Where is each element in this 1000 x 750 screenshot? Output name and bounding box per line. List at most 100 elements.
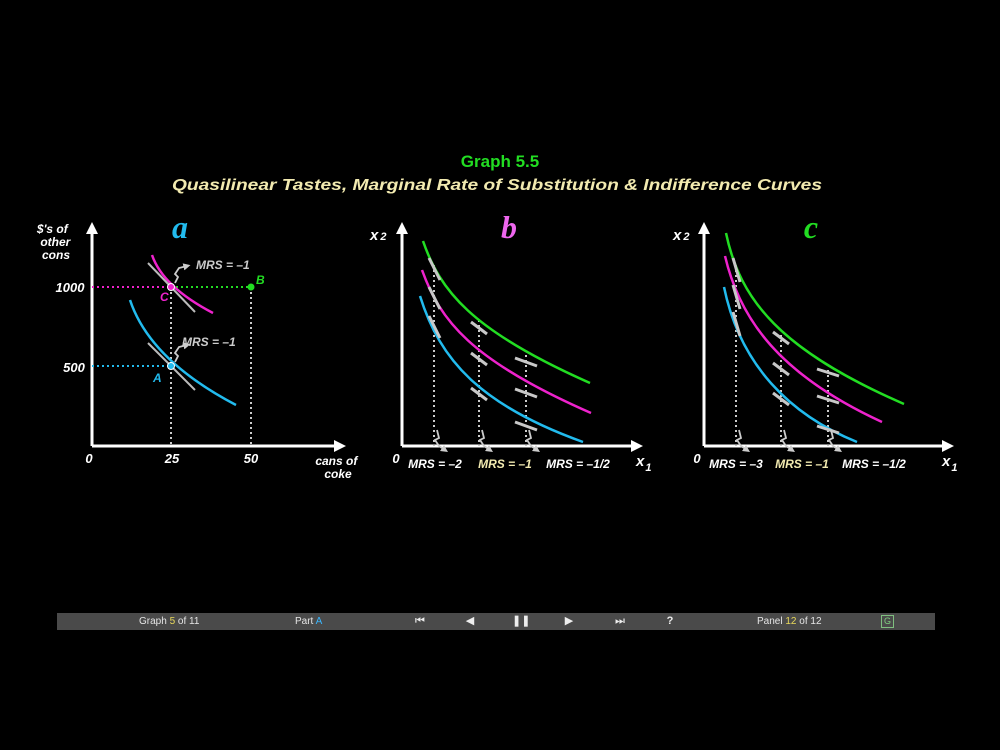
panel-b-tangent-1g xyxy=(427,257,442,281)
graph-subtitle: Quasilinear Tastes, Marginal Rate of Sub… xyxy=(172,177,822,194)
panel-a-ylabel-line3: cons xyxy=(42,248,70,262)
panel-a-label-a: A xyxy=(152,371,162,385)
panel-b-tangent-3g xyxy=(514,356,538,368)
panel-b-tangent-3m xyxy=(514,387,538,399)
panel-b-letter: b xyxy=(501,209,517,245)
panel-b-tangent-2g xyxy=(470,320,488,336)
panel-b-tangent-3c xyxy=(514,420,538,432)
nav-panel-suffix: of 12 xyxy=(796,616,822,627)
panel-a: a $'s of other cons cans of coke 0 25 50… xyxy=(36,209,358,481)
panel-a-mrs-lower: MRS = –1 xyxy=(182,335,236,349)
panel-b-squiggle-3 xyxy=(525,429,540,452)
nav-panel-counter: Panel 12 of 12 xyxy=(757,613,822,630)
g-button[interactable]: G xyxy=(881,615,895,628)
panel-b-ylabel-sub: 2 xyxy=(379,231,386,243)
panel-c-tangent-3m xyxy=(816,394,840,405)
panel-c-mrs-3: MRS = –1/2 xyxy=(842,457,906,471)
nav-panel-prefix: Panel xyxy=(757,616,786,627)
panel-a-curve-cyan xyxy=(128,299,237,407)
panel-c-curve-magenta xyxy=(723,255,883,424)
pause-button[interactable]: ❚❚ xyxy=(512,613,531,630)
panel-a-ylabel-line1: $'s of xyxy=(36,222,69,236)
graph-title: Graph 5.5 xyxy=(461,152,539,171)
next-icon: ▶︎ xyxy=(564,615,574,627)
panel-a-squiggle-lower xyxy=(173,342,191,363)
panel-b-ylabel-main: x xyxy=(369,227,379,244)
panel-b-tangent-2c xyxy=(470,386,488,402)
panel-b-squiggle-2 xyxy=(478,429,493,452)
panel-a-xlabel-line1: cans of xyxy=(315,454,358,468)
panel-c-tangents xyxy=(731,257,840,435)
panel-b-mrs-2: MRS = –1 xyxy=(478,457,532,471)
panel-a-ytick-1000: 1000 xyxy=(56,280,86,295)
panel-c-xlabel: x1 xyxy=(941,453,957,474)
panel-b-xlabel-sub: 1 xyxy=(645,462,651,474)
panel-c-tangent-1g xyxy=(731,257,742,283)
panel-b-xlabel: x1 xyxy=(635,453,651,474)
panel-a-letter: a xyxy=(172,209,188,245)
panel-a-xtick-50: 50 xyxy=(244,451,259,466)
panel-c-tangent-1m xyxy=(731,284,742,310)
panel-c-tangent-3g xyxy=(816,367,840,378)
panel-c-mrs-2: MRS = –1 xyxy=(775,457,829,471)
nav-graph-prefix: Graph xyxy=(139,616,170,627)
panel-b-tangent-2m xyxy=(470,351,488,367)
nav-graph-num: 5 xyxy=(169,616,176,627)
panel-b-tangent-1m xyxy=(427,286,442,310)
panel-c-tangent-2g xyxy=(772,330,790,346)
panel-c-tangent-3c xyxy=(816,424,840,435)
panel-b-mrs-1: MRS = –2 xyxy=(408,457,462,471)
nav-part-prefix: Part xyxy=(295,616,316,627)
last-button[interactable]: ⏭︎ xyxy=(612,613,628,630)
panel-c-tangent-2m xyxy=(772,361,790,377)
nav-graph-counter: Graph 5 of 11 xyxy=(139,613,199,630)
nav-panel-num: 12 xyxy=(785,616,797,627)
help-button[interactable]: ? xyxy=(666,615,674,627)
first-button[interactable]: ⏮︎ xyxy=(412,613,428,630)
first-icon: ⏮︎ xyxy=(415,615,425,627)
next-button[interactable]: ▶︎ xyxy=(561,613,577,630)
panel-a-squiggle-upper xyxy=(173,263,191,284)
prev-button[interactable]: ◀︎ xyxy=(462,613,478,630)
panel-c-squiggle-2 xyxy=(780,429,795,452)
panel-c-squiggle-1 xyxy=(735,429,750,452)
panel-c-tangent-1c xyxy=(731,311,742,337)
panel-a-ylabel-line2: other xyxy=(40,235,71,249)
panel-a-mrs-upper: MRS = –1 xyxy=(196,258,250,272)
panel-c-curve-green xyxy=(724,232,905,406)
panel-a-ytick-500: 500 xyxy=(63,360,85,375)
nav-part[interactable]: Part A xyxy=(295,613,322,630)
panel-b-curve-green xyxy=(421,240,591,385)
pause-icon: ❚❚ xyxy=(512,615,531,627)
panel-c-xlabel-main: x xyxy=(941,453,951,470)
panel-a-label-b: B xyxy=(256,273,265,287)
panel-a-point-b xyxy=(247,283,255,291)
panel-a-point-c xyxy=(167,283,175,291)
panel-b-origin: 0 xyxy=(392,451,400,466)
panel-a-point-a xyxy=(167,362,175,370)
panel-c-tangent-2c xyxy=(772,391,790,407)
prev-icon: ◀︎ xyxy=(465,615,475,627)
nav-bar: Graph 5 of 11 Part A ⏮︎ ◀︎ ❚❚ ▶︎ ⏭︎ ? Pa… xyxy=(57,613,935,630)
panel-b-mrs-3: MRS = –1/2 xyxy=(546,457,610,471)
panel-a-label-c: C xyxy=(160,290,169,304)
nav-graph-suffix: of 11 xyxy=(175,616,200,627)
panel-c-letter: c xyxy=(804,209,818,245)
panel-b-xlabel-main: x xyxy=(635,453,645,470)
panel-c-origin: 0 xyxy=(693,451,701,466)
panel-b-tangents xyxy=(427,257,538,432)
nav-part-value: A xyxy=(315,616,323,627)
panel-c-ylabel-main: x xyxy=(672,227,682,244)
panel-a-ylabel: $'s of other cons xyxy=(36,222,74,262)
panel-b-squiggle-1 xyxy=(433,429,448,452)
last-icon: ⏭︎ xyxy=(615,615,625,627)
panel-c-squiggle-3 xyxy=(827,429,842,452)
panel-c-mrs-1: MRS = –3 xyxy=(709,457,763,471)
panel-a-xlabel-line2: coke xyxy=(324,467,352,481)
panel-b-tangent-1c xyxy=(427,315,442,339)
